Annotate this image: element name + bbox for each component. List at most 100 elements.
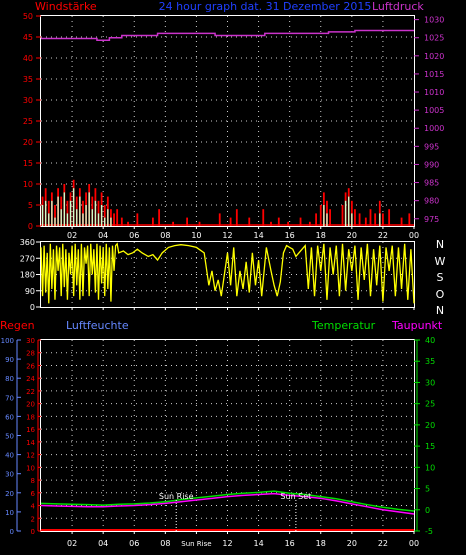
wind-bar bbox=[116, 209, 119, 226]
direction-line-group bbox=[40, 242, 415, 304]
gust-bar bbox=[107, 209, 109, 226]
direction-y-tick-label: 180 bbox=[20, 271, 35, 280]
compass-label: S bbox=[437, 271, 444, 284]
sunrise-label: Sun Rise bbox=[159, 492, 194, 501]
x-tick-label: 00 bbox=[409, 539, 419, 548]
pressure-y-tick-label: 995 bbox=[424, 142, 439, 151]
x-tick-label: 10 bbox=[191, 231, 201, 240]
gust-bar bbox=[44, 200, 47, 226]
wind-bar bbox=[277, 217, 280, 226]
rain-y-tick-label: 2 bbox=[31, 515, 35, 523]
temperature-label: Temperatur bbox=[311, 319, 376, 332]
gust-bar bbox=[79, 196, 81, 226]
rain-y-tick-label: 20 bbox=[26, 401, 35, 409]
gust-bar bbox=[344, 200, 347, 226]
temperature-y-tick-label: 20 bbox=[425, 421, 435, 430]
wind-bar bbox=[172, 221, 175, 226]
pressure-y-tick-label: 1030 bbox=[424, 16, 444, 25]
wind-y-tick-label: 45 bbox=[23, 33, 33, 42]
rain-y-tick-label: 4 bbox=[31, 503, 36, 511]
gust-bar bbox=[60, 209, 62, 226]
wind-bar bbox=[54, 205, 56, 226]
rain-y-tick-label: 18 bbox=[26, 413, 35, 421]
air-pressure-label: Luftdruck bbox=[372, 0, 424, 13]
pressure-y-tick-label: 1015 bbox=[424, 70, 444, 79]
wind-y-tick-label: 30 bbox=[23, 96, 33, 105]
x-tick-label: 14 bbox=[253, 231, 263, 240]
wind-y-tick-label: 0 bbox=[28, 222, 33, 231]
gust-bar bbox=[379, 213, 381, 226]
wind-bar bbox=[152, 217, 154, 226]
rain-y-tick-label: 8 bbox=[31, 477, 35, 485]
x-tick-label: 02 bbox=[67, 539, 77, 548]
wind-bar bbox=[354, 209, 356, 226]
compass-label: W bbox=[435, 255, 446, 268]
temperature-y-tick-label: 0 bbox=[425, 506, 430, 515]
wind-bar bbox=[287, 221, 290, 226]
gust-bar bbox=[85, 205, 87, 226]
humidity-y-tick-label: 0 bbox=[10, 528, 14, 536]
temperature-line bbox=[40, 490, 415, 512]
rain-y-tick-label: 30 bbox=[26, 337, 35, 345]
humidity-y-tick-label: 10 bbox=[5, 509, 14, 517]
x-tick-label: Sun Rise bbox=[181, 540, 211, 548]
rain-y-tick-label: 24 bbox=[26, 375, 35, 383]
pressure-line-group bbox=[41, 29, 414, 42]
wind-bar bbox=[120, 217, 123, 226]
humidity-y-tick-label: 40 bbox=[5, 452, 14, 460]
wind-bar bbox=[329, 209, 331, 226]
wind-bar bbox=[341, 205, 344, 226]
wind-bar bbox=[229, 217, 232, 226]
wind-y-tick-label: 50 bbox=[23, 12, 33, 21]
gust-bar bbox=[104, 217, 106, 226]
gust-bar bbox=[63, 192, 66, 226]
wind-bar bbox=[369, 209, 372, 226]
rain-y-tick-label: 16 bbox=[26, 426, 35, 434]
rain-y-tick-label: 22 bbox=[26, 388, 35, 396]
temperature-y-tick-label: 40 bbox=[425, 336, 435, 345]
wind-bar bbox=[198, 221, 201, 226]
gust-bar bbox=[69, 200, 72, 226]
wind-y-tick-label: 10 bbox=[23, 180, 33, 189]
wind-bar bbox=[382, 213, 384, 226]
wind-strength-label: Windstärke bbox=[35, 0, 97, 13]
x-tick-label: 16 bbox=[285, 231, 295, 240]
x-tick-label: 18 bbox=[316, 539, 326, 548]
x-tick-label: 08 bbox=[160, 231, 170, 240]
temperature-y-tick-label: 35 bbox=[425, 357, 435, 366]
gust-bar bbox=[76, 209, 78, 226]
x-tick-label: 00 bbox=[409, 231, 419, 240]
gust-bars bbox=[41, 188, 381, 226]
wind-y-tick-label: 15 bbox=[23, 159, 33, 168]
direction-y-tick-label: 0 bbox=[30, 303, 35, 312]
rain-label: Regen bbox=[0, 319, 35, 332]
direction-y-tick-label: 90 bbox=[25, 287, 35, 296]
pressure-y-tick-label: 1010 bbox=[424, 88, 444, 97]
rain-y-tick-label: 12 bbox=[26, 452, 35, 460]
pressure-y-tick-label: 980 bbox=[424, 197, 439, 206]
compass-label: O bbox=[436, 288, 445, 301]
gust-bar bbox=[351, 213, 353, 226]
x-tick-label: 06 bbox=[129, 231, 139, 240]
sunset-label: Sun Set bbox=[280, 492, 311, 501]
wind-y-tick-label: 40 bbox=[23, 54, 33, 63]
wind-bar bbox=[248, 217, 251, 226]
wind-y-tick-label: 25 bbox=[23, 117, 33, 126]
pressure-y-tick-label: 1000 bbox=[424, 124, 444, 133]
wind-bar bbox=[127, 221, 129, 226]
humidity-y-tick-label: 80 bbox=[5, 375, 14, 383]
dewpoint-line bbox=[40, 492, 415, 515]
rain-y-tick-label: 26 bbox=[26, 362, 35, 370]
gust-bar bbox=[41, 205, 44, 226]
wind-bar bbox=[400, 217, 403, 226]
x-tick-label: 12 bbox=[222, 539, 232, 548]
wind-y-tick-label: 5 bbox=[28, 201, 33, 210]
wind-bar bbox=[103, 205, 106, 226]
gust-bar bbox=[323, 205, 325, 226]
wind-bar bbox=[262, 209, 265, 226]
temperature-y-tick-label: -5 bbox=[425, 527, 433, 536]
wind-bar bbox=[319, 205, 322, 226]
gust-bar bbox=[51, 200, 53, 226]
